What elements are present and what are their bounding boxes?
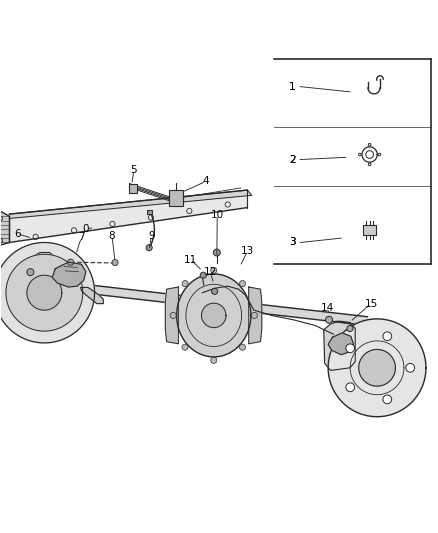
Circle shape	[346, 344, 355, 353]
Circle shape	[251, 312, 258, 318]
Text: 1: 1	[289, 82, 296, 92]
Text: 8: 8	[109, 231, 115, 241]
Circle shape	[27, 269, 34, 276]
Text: 14: 14	[321, 303, 334, 312]
Circle shape	[406, 364, 415, 372]
Polygon shape	[62, 282, 367, 326]
Polygon shape	[177, 274, 251, 357]
Circle shape	[383, 332, 392, 341]
Text: 2: 2	[289, 155, 296, 165]
Circle shape	[213, 249, 220, 256]
Text: 9: 9	[148, 231, 155, 241]
Polygon shape	[0, 243, 95, 343]
Polygon shape	[81, 287, 103, 304]
Circle shape	[200, 272, 206, 278]
Polygon shape	[10, 190, 252, 219]
Bar	[130, 183, 138, 193]
Circle shape	[182, 344, 188, 350]
Polygon shape	[6, 254, 83, 331]
Text: 0: 0	[83, 224, 89, 235]
Polygon shape	[27, 275, 62, 310]
Circle shape	[67, 259, 74, 265]
Text: 13: 13	[241, 246, 254, 256]
Circle shape	[211, 357, 217, 364]
Bar	[147, 210, 152, 214]
Circle shape	[240, 344, 246, 350]
Text: 12: 12	[204, 266, 217, 277]
Polygon shape	[0, 207, 10, 247]
Circle shape	[240, 280, 246, 287]
Polygon shape	[52, 262, 86, 287]
Circle shape	[112, 260, 118, 265]
Polygon shape	[324, 321, 355, 370]
Text: 3: 3	[289, 238, 296, 247]
Text: 3: 3	[289, 238, 296, 247]
Text: 4: 4	[203, 176, 209, 187]
Polygon shape	[165, 287, 178, 344]
Bar	[363, 225, 376, 235]
Text: 10: 10	[211, 210, 224, 220]
Circle shape	[347, 326, 353, 332]
Text: 5: 5	[131, 165, 137, 175]
Circle shape	[146, 245, 152, 251]
Text: 1: 1	[289, 82, 296, 92]
Text: 11: 11	[184, 255, 197, 264]
Circle shape	[383, 395, 392, 403]
Circle shape	[325, 316, 332, 323]
Circle shape	[346, 383, 355, 392]
Polygon shape	[359, 350, 396, 386]
Polygon shape	[10, 190, 247, 243]
Circle shape	[182, 280, 188, 287]
Circle shape	[170, 312, 176, 318]
Bar	[169, 190, 183, 206]
Polygon shape	[22, 253, 57, 298]
Text: 15: 15	[364, 298, 378, 309]
Circle shape	[212, 288, 218, 294]
Polygon shape	[201, 303, 226, 328]
Polygon shape	[249, 287, 262, 344]
Text: 7: 7	[78, 232, 85, 242]
Circle shape	[211, 268, 217, 273]
Polygon shape	[328, 319, 426, 417]
Polygon shape	[328, 333, 353, 354]
Text: 6: 6	[14, 229, 21, 239]
Text: 2: 2	[289, 155, 296, 165]
